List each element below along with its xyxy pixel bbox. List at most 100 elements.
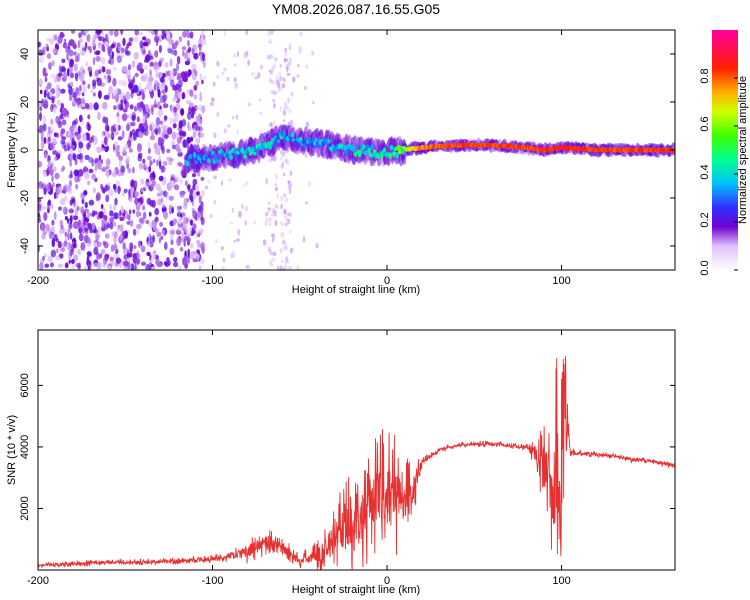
colorbar-gradient [712,30,738,270]
noise-blob [174,184,180,191]
noise-blob [109,55,113,60]
noise-blob [190,219,193,226]
noise-blob [191,63,197,71]
noise-blob [199,132,205,138]
noise-blob [57,72,63,77]
ridge-core [243,153,247,160]
noise-blob [154,144,159,153]
noise-blob [62,107,68,117]
noise-blob [279,265,283,270]
noise-blob [223,128,227,134]
noise-blob [281,161,285,168]
noise-blob [146,197,152,205]
noise-blob [273,182,278,187]
noise-blob [73,221,79,229]
noise-blob [275,75,278,79]
noise-blob [272,257,275,262]
noise-blob [204,185,209,190]
noise-blob [117,46,122,52]
noise-blob [284,51,288,57]
noise-blob [289,188,292,195]
noise-blob [148,49,151,57]
noise-blob [136,258,141,264]
noise-blob [141,187,144,193]
noise-blob [64,236,68,242]
noise-blob [151,199,156,208]
noise-blob [122,260,129,267]
noise-blob [80,70,84,80]
noise-blob [108,59,111,64]
noise-blob [96,146,102,153]
noise-blob [158,60,162,67]
noise-blob [124,230,129,239]
noise-blob [103,136,108,145]
noise-blob [154,128,159,136]
noise-blob [132,132,137,141]
noise-blob [194,71,198,77]
noise-blob [125,70,132,79]
noise-blob [305,64,309,69]
noise-blob [198,104,202,112]
noise-blob [69,232,73,240]
noise-blob [141,261,146,266]
noise-blob [213,132,217,139]
noise-blob [95,55,101,62]
noise-blob [106,132,110,140]
noise-blob [130,179,135,189]
noise-blob [274,220,278,227]
noise-blob [157,109,163,118]
noise-blob [201,105,206,114]
ridge-core [216,155,221,161]
noise-blob [187,248,190,258]
noise-blob [57,263,64,268]
y-tick-label: 0 [19,147,31,153]
noise-blob [289,170,292,176]
noise-blob [199,73,203,81]
noise-blob [60,88,66,94]
noise-blob [216,74,220,79]
noise-blob [92,57,96,66]
noise-blob [92,136,98,146]
ridge-core [234,153,239,160]
noise-blob [142,158,146,164]
noise-blob [116,55,123,64]
noise-blob [270,30,274,35]
noise-blob [270,80,275,85]
noise-blob [152,158,156,164]
noise-blob [279,76,283,81]
noise-blob [199,52,203,62]
noise-blob [71,263,75,270]
noise-blob [157,136,162,146]
noise-blob [153,251,157,257]
noise-blob [122,130,125,139]
noise-blob [114,231,118,239]
noise-blob [84,226,89,232]
noise-blob [201,53,205,62]
noise-blob [215,239,218,244]
noise-blob [41,233,46,240]
noise-blob [288,46,292,50]
noise-blob [72,153,76,161]
noise-blob [70,170,73,178]
noise-blob [113,243,118,252]
noise-blob [128,81,134,90]
noise-blob [87,237,91,244]
noise-blob [165,70,169,77]
noise-blob [147,141,151,149]
noise-blob [240,203,244,210]
noise-blob [98,44,103,49]
noise-blob [233,239,236,243]
noise-blob [149,235,153,245]
noise-blob [87,210,90,220]
noise-blob [159,221,164,227]
noise-blob [102,188,106,194]
noise-blob [87,83,91,89]
noise-blob [43,90,47,99]
noise-blob [238,210,242,218]
noise-blob [192,257,197,263]
noise-blob [140,217,145,225]
noise-blob [100,204,104,210]
ridge-core [247,146,251,152]
noise-blob [287,219,291,225]
noise-blob [156,262,163,268]
